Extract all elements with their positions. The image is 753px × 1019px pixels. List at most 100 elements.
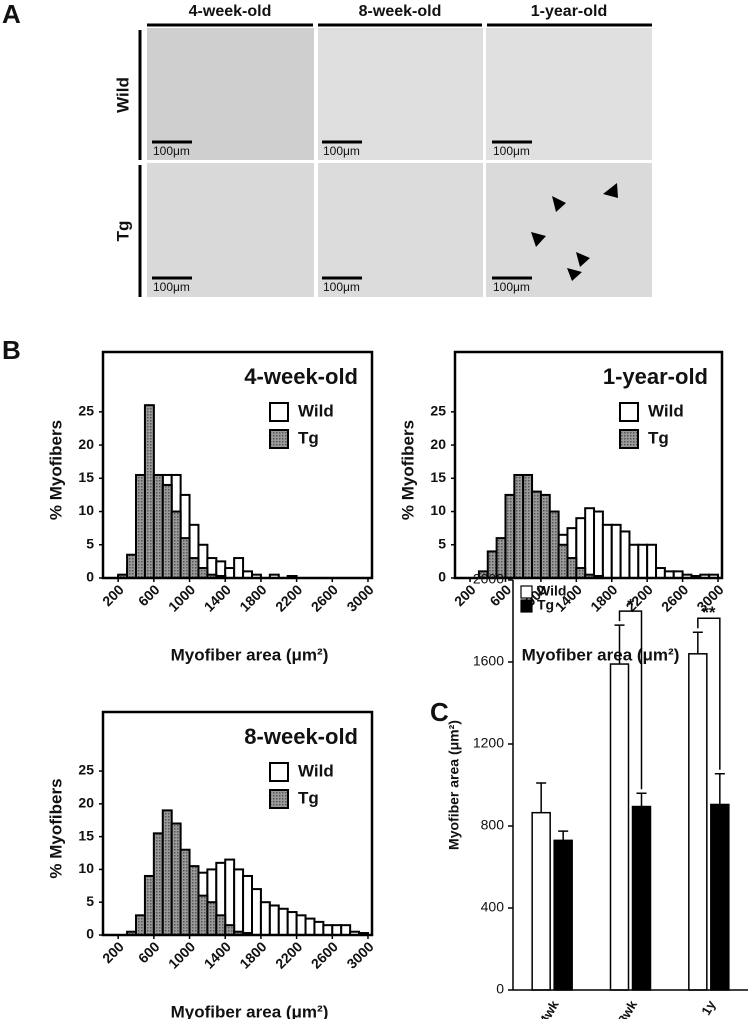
column-label: 8-week-old xyxy=(359,3,442,20)
histogram-bar xyxy=(566,557,578,580)
y-tick-label: 20 xyxy=(78,795,94,811)
y-tick-label: 0 xyxy=(86,926,94,942)
y-tick-label: 10 xyxy=(78,502,94,518)
arrowhead xyxy=(531,232,546,247)
micrograph xyxy=(318,163,483,297)
histogram-bar xyxy=(268,904,280,936)
error-bar xyxy=(614,624,625,665)
histogram-bar xyxy=(584,507,596,579)
error-bar xyxy=(692,631,703,654)
y-tick-label: 5 xyxy=(86,893,94,909)
histogram-bar xyxy=(250,888,262,937)
histogram-bar xyxy=(233,868,245,936)
y-tick-label: 25 xyxy=(78,762,94,778)
chart-title: 8-week-old xyxy=(244,724,358,749)
x-tick-label: 1000 xyxy=(165,581,198,614)
error-bar xyxy=(558,830,569,841)
x-tick-label: 2200 xyxy=(272,581,305,614)
y-tick-label: 25 xyxy=(78,403,94,419)
legend-swatch xyxy=(619,402,639,422)
y-tick-label: 0 xyxy=(496,981,504,997)
micrograph xyxy=(486,163,652,297)
y-axis-title: Myofiber area (μm²) xyxy=(446,720,462,850)
histogram-bar xyxy=(522,473,534,579)
histogram-bar xyxy=(224,567,236,580)
histogram-bar xyxy=(295,914,307,937)
histogram-bar xyxy=(224,858,236,937)
y-tick-label: 400 xyxy=(481,899,505,915)
y-tick-label: 20 xyxy=(78,436,94,452)
legend-swatch xyxy=(269,429,289,449)
x-tick-label: 1000 xyxy=(165,938,198,971)
histogram-bar xyxy=(601,523,613,580)
histogram-bar xyxy=(548,510,560,580)
row-label: Tg xyxy=(113,221,132,242)
histogram-bar xyxy=(322,924,334,936)
micrograph-panel: 4-week-old 8-week-old 1-year-old Wild Tg… xyxy=(113,3,652,297)
y-tick-label: 20 xyxy=(430,436,446,452)
legend-swatch xyxy=(269,762,289,782)
x-tick-label: 1800 xyxy=(236,581,269,614)
scale-label: 100μm xyxy=(493,280,530,294)
x-tick-label: 2200 xyxy=(272,938,305,971)
chart-title: 1-year-old xyxy=(603,364,708,389)
histogram-bar xyxy=(539,493,551,580)
arrowhead xyxy=(567,268,582,281)
x-tick-label: 2600 xyxy=(308,938,341,971)
y-tick-label: 0 xyxy=(438,569,446,585)
panel-letter: C xyxy=(430,697,449,727)
histogram-bar xyxy=(610,523,622,580)
histogram-bar xyxy=(331,924,343,936)
y-tick-label: 15 xyxy=(78,469,94,485)
bar xyxy=(609,663,630,991)
y-tick-label: 15 xyxy=(78,827,94,843)
histogram-bar xyxy=(233,557,245,580)
histogram-bar xyxy=(619,530,631,579)
histogram-bar xyxy=(242,874,253,936)
legend-label: Tg xyxy=(648,428,669,447)
legend-label: Wild xyxy=(298,761,334,780)
histogram-bar xyxy=(170,510,182,580)
row-label: Wild xyxy=(113,77,132,113)
x-axis-title: Myofiber area (μm²) xyxy=(522,645,680,664)
x-tick-label: 2600 xyxy=(658,581,691,614)
arrowhead xyxy=(603,183,618,198)
histogram-bar xyxy=(646,543,658,580)
x-axis-title: Myofiber area (μm²) xyxy=(171,1002,329,1019)
histogram-bar xyxy=(179,848,191,936)
x-tick-label: 1800 xyxy=(236,938,269,971)
x-tick-label: 1400 xyxy=(201,581,234,614)
histogram-bar xyxy=(161,483,173,579)
legend-label: Wild xyxy=(298,401,334,420)
y-tick-label: 2000 xyxy=(473,571,504,587)
x-tick-label: 200 xyxy=(99,938,127,966)
x-tick-label: 1800 xyxy=(587,581,620,614)
legend-swatch xyxy=(619,429,639,449)
x-tick-label: 200 xyxy=(99,581,127,609)
plot-frame xyxy=(453,350,724,580)
histogram-bar xyxy=(504,493,516,580)
significance-label: * xyxy=(627,596,634,615)
histogram-bar xyxy=(152,832,164,937)
histogram-bar xyxy=(135,914,146,937)
histogram-bar xyxy=(286,911,298,937)
x-tick-label: 8wk xyxy=(615,997,641,1019)
x-tick-label: 3000 xyxy=(343,938,376,971)
x-tick-label: 3000 xyxy=(343,581,376,614)
histogram-bar xyxy=(161,809,173,936)
micrograph xyxy=(147,28,314,160)
error-bar xyxy=(714,772,725,805)
x-tick-label: 600 xyxy=(135,938,163,966)
legend-swatch xyxy=(269,789,289,809)
scale-label: 100μm xyxy=(323,280,360,294)
histogram-bar xyxy=(152,473,164,579)
significance-label: ** xyxy=(702,603,716,622)
y-tick-label: 10 xyxy=(78,860,94,876)
x-axis-title: Myofiber area (μm²) xyxy=(171,645,329,664)
histogram-bar xyxy=(170,822,182,936)
chart-title: 4-week-old xyxy=(244,364,358,389)
bar xyxy=(710,803,730,991)
histogram-bar xyxy=(575,567,587,580)
